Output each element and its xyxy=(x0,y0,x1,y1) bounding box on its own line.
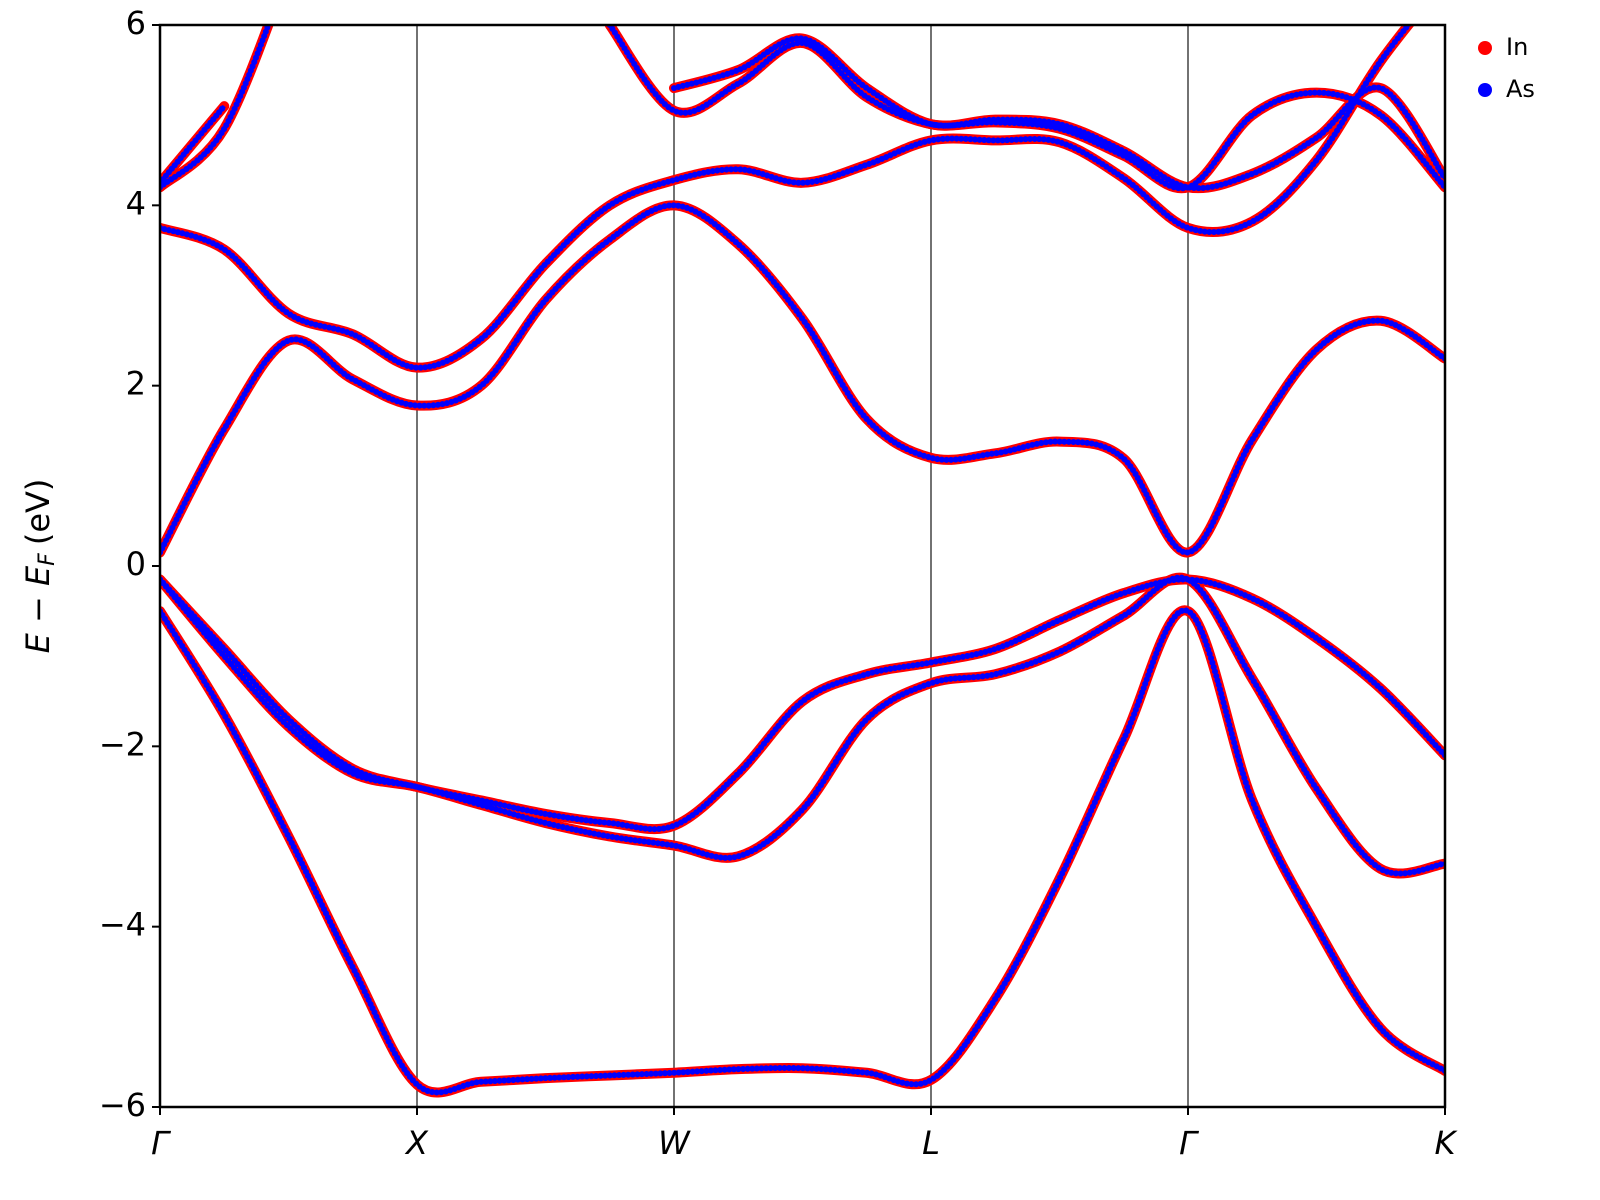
plot-frame xyxy=(158,23,1447,1109)
y-tick-label: 6 xyxy=(126,4,146,42)
y-tick-label: 2 xyxy=(126,365,146,403)
band-line xyxy=(160,203,1445,555)
legend-marker xyxy=(1478,41,1492,55)
legend-marker xyxy=(1478,83,1492,97)
x-tick-label: L xyxy=(922,1124,940,1162)
x-tick-label: W xyxy=(658,1124,691,1162)
band-line xyxy=(160,608,1445,1095)
band-in xyxy=(160,572,1445,879)
legend-label: In xyxy=(1506,33,1528,61)
y-label-main: E − E xyxy=(19,565,57,653)
y-axis-label: E − EF (eV) xyxy=(19,479,60,654)
band-as xyxy=(160,25,1445,192)
y-tick-label: −6 xyxy=(99,1086,146,1124)
band-in xyxy=(160,25,1445,194)
y-tick-label: 0 xyxy=(126,545,146,583)
band-as xyxy=(160,574,1445,877)
y-tick-label: −2 xyxy=(99,725,146,763)
y-tick-label: 4 xyxy=(126,184,146,222)
band-line xyxy=(160,577,1445,832)
x-tick-label: Γ xyxy=(1179,1124,1199,1162)
y-label-sub: F xyxy=(35,553,60,566)
plot-area xyxy=(160,25,1445,1107)
band-line xyxy=(160,25,1445,191)
legend-label: As xyxy=(1506,75,1535,103)
band-line xyxy=(160,36,1445,191)
y-label-unit: (eV) xyxy=(19,479,57,546)
x-tick-label: Γ xyxy=(151,1124,171,1162)
x-tick-label: X xyxy=(404,1124,429,1162)
y-tick-label: −4 xyxy=(99,906,146,944)
band-line xyxy=(160,25,1411,370)
x-tick-label: K xyxy=(1435,1124,1459,1162)
band-line xyxy=(160,575,1445,876)
